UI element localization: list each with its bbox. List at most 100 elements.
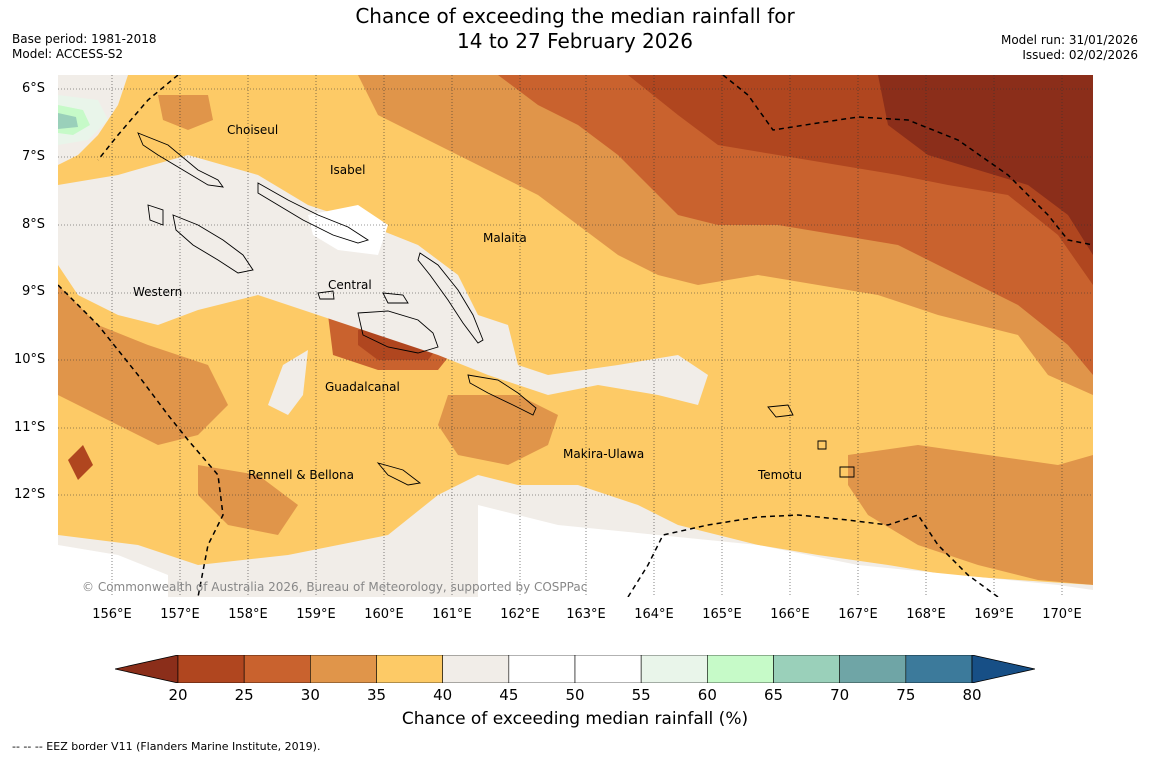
colorbar-tick-label: 65 [763,686,784,704]
graticule [58,75,1093,597]
lon-label: 168°E [906,607,946,622]
colorbar-tick-label: 55 [631,686,651,704]
lon-label: 156°E [92,607,132,622]
meta-right: Model run: 31/01/2026 Issued: 02/02/2026 [1001,33,1138,63]
lon-label: 163°E [566,607,606,622]
model-run-text: Model run: 31/01/2026 [1000,33,1138,47]
lon-label: 160°E [364,607,404,622]
band-30-35-west [58,285,228,445]
band-40-45-central [58,155,708,405]
colorbar-legend [115,655,1035,683]
colorbar-segment [508,655,576,683]
lon-label: 157°E [160,607,200,622]
island-makira [467,374,537,416]
label-temotu: Temotu [758,468,803,482]
lon-label: 170°E [1042,607,1082,622]
model-text: Model: ACCESS-S2 [12,47,124,61]
colorbar-tick-label: 45 [499,686,519,704]
lat-label: 7°S [22,149,46,164]
colorbar-segment [310,655,377,683]
colorbar-tick-label: 25 [234,686,254,704]
eez-footnote: -- -- -- EEZ border V11 (Flanders Marine… [12,740,321,753]
colorbar-extend-low [115,655,179,683]
island-vanikoro [839,466,855,478]
colorbar-extend-high [971,655,1035,683]
colorbar-segment [707,655,774,683]
colorbar-tick-label: 80 [962,686,982,704]
label-isabel: Isabel [330,163,366,177]
label-rennell-bellona: Rennell & Bellona [248,468,355,482]
band-45-55-south-east [478,505,1093,597]
band-30-35-southwest [198,465,298,535]
band-30-35-mid [158,95,213,130]
colorbar-label: Chance of exceeding median rainfall (%) [401,709,749,729]
colorbar-tick-label: 20 [168,686,188,704]
rainfall-probability-map [58,75,1093,597]
label-guadalcanal: Guadalcanal [325,380,400,394]
base-period-text: Base period: 1981-2018 [12,32,157,46]
island-santa-cruz [767,404,794,418]
colorbar-segment [905,655,973,683]
band-45-55-north-isle [308,205,388,255]
label-makira-ulawa: Makira-Ulawa [563,447,645,461]
colorbar-tick-label: 40 [433,686,453,704]
issued-text: Issued: 02/02/2026 [1022,48,1138,62]
lat-label: 10°S [14,352,46,367]
island-malaita [417,252,484,344]
colorbar-segment [243,655,311,683]
colorbar-segment [839,655,907,683]
colorbar-segment [640,655,708,683]
title-line-2: 14 to 27 February 2026 [457,29,693,53]
band-45-55-south [58,545,168,597]
lat-label: 8°S [22,217,46,232]
map-panel: Choiseul Isabel Malaita Western Central … [58,75,1093,597]
island-rennell [376,462,422,486]
label-western: Western [133,285,183,299]
colorbar-tick-label: 30 [300,686,320,704]
colorbar-tick-label: 60 [697,686,717,704]
colorbar-segment [442,655,510,683]
lon-label: 161°E [432,607,472,622]
band-20-25-west [68,445,93,480]
band-65-70-nw [58,113,78,129]
colorbar-segment [177,655,245,683]
coastlines [137,132,855,486]
lon-label: 165°E [702,607,742,622]
colorbar-tick-label: 35 [366,686,387,704]
island-isabel [257,182,370,244]
colorbar-tick-label: 70 [830,686,850,704]
meta-left: Base period: 1981-2018 Model: ACCESS-S2 [12,32,157,62]
map-title: Chance of exceeding the median rainfall … [0,4,1150,54]
lon-label: 164°E [634,607,674,622]
label-central: Central [328,278,372,292]
lon-label: 169°E [974,607,1014,622]
island-utupua [817,440,827,450]
island-vella [147,204,164,226]
island-guadalcanal [357,310,439,354]
copyright-notice: © Commonwealth of Australia 2026, Bureau… [82,580,588,594]
lon-label: 159°E [296,607,336,622]
lat-label: 9°S [22,284,46,299]
label-malaita: Malaita [483,231,527,245]
island-russell [317,290,335,300]
lon-label: 162°E [500,607,540,622]
lon-label: 166°E [770,607,810,622]
label-choiseul: Choiseul [227,123,279,137]
colorbar-segment [773,655,840,683]
band-30-35-south [848,445,1093,585]
lon-label: 167°E [838,607,878,622]
band-below-20-north [878,75,1093,255]
colorbar-tick-label: 75 [896,686,916,704]
title-line-1: Chance of exceeding the median rainfall … [355,4,795,28]
island-florida [382,292,409,304]
colorbar-segment [574,655,642,683]
colorbar-segment [376,655,443,683]
island-newgeorgia [172,214,254,274]
lat-label: 11°S [14,420,46,435]
lon-label: 158°E [228,607,268,622]
colorbar-tick-label: 50 [565,686,585,704]
band-40-45-inlet [268,350,308,415]
lat-label: 12°S [14,487,46,502]
eez-borders [58,75,1093,597]
lat-label: 6°S [22,81,46,96]
